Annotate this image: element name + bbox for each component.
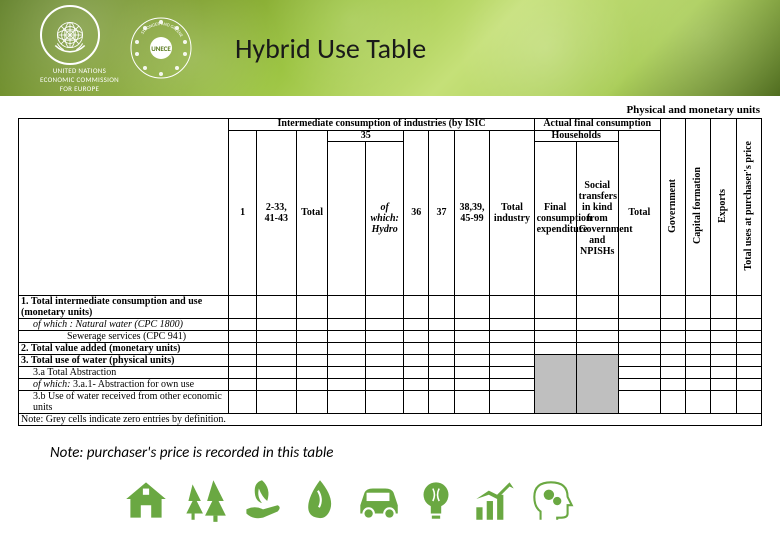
hdr-36: 36 xyxy=(404,130,429,296)
row-1: 1. Total intermediate consumption and us… xyxy=(19,296,762,319)
hdr-total2: Total xyxy=(618,130,660,296)
row-3b: 3.b Use of water received from other eco… xyxy=(19,391,762,414)
hdr-total-uses: Total uses at purchaser's price xyxy=(736,119,761,296)
table-container: Physical and monetary units Intermediate… xyxy=(0,96,780,426)
hdr-35: 35 xyxy=(328,130,404,142)
r3b-label: 3.b Use of water received from other eco… xyxy=(19,391,229,414)
row-2: 2. Total value added (monetary units) xyxy=(19,343,762,355)
r1b-label: Sewerage services (CPC 941) xyxy=(19,331,229,343)
un-emblem-icon xyxy=(40,5,100,65)
r2-label: 2. Total value added (monetary units) xyxy=(19,343,229,355)
header-banner: UNITED NATIONS ECONOMIC COMMISSION FOR E… xyxy=(0,0,780,96)
un-label-1: UNITED NATIONS xyxy=(40,67,119,74)
hdr-35-blank xyxy=(328,142,366,296)
header-logos: UNITED NATIONS ECONOMIC COMMISSION FOR E… xyxy=(0,5,193,92)
grey-final-cons xyxy=(534,355,576,414)
footer-note: Note: purchaser's price is recorded in t… xyxy=(50,444,780,462)
table-note: Note: Grey cells indicate zero entries b… xyxy=(19,414,762,426)
r1a-label: of which : Natural water (CPC 1800) xyxy=(19,319,229,331)
row-3a: 3.a Total Abstraction xyxy=(19,367,762,379)
page-title: Hybrid Use Table xyxy=(235,31,426,66)
svg-text:STRONGER AND GREENER ECONOMY: STRONGER AND GREENER ECONOMY xyxy=(129,16,184,39)
grey-social xyxy=(576,355,618,414)
stub-header xyxy=(19,119,229,296)
hybrid-use-table: Intermediate consumption of industries (… xyxy=(18,118,762,426)
row-1a: of which : Natural water (CPC 1800) xyxy=(19,319,762,331)
row-1b: Sewerage services (CPC 941) xyxy=(19,331,762,343)
hdr-37: 37 xyxy=(429,130,454,296)
hdr-hydro: of which: Hydro xyxy=(366,142,404,296)
r1-label: 1. Total intermediate consumption and us… xyxy=(19,296,229,319)
hdr-col-1: 1 xyxy=(229,130,256,296)
hdr-capital-formation: Capital formation xyxy=(686,119,711,296)
hdr-intermediate: Intermediate consumption of industries (… xyxy=(229,119,534,131)
un-logo-block: UNITED NATIONS ECONOMIC COMMISSION FOR E… xyxy=(40,5,119,92)
units-label: Physical and monetary units xyxy=(18,104,762,118)
trees-icon xyxy=(178,474,230,526)
row-3: 3. Total use of water (physical units) xyxy=(19,355,762,367)
drop-leaf-icon xyxy=(294,474,346,526)
bulb-icon xyxy=(410,474,462,526)
hdr-final-cons: Final consumption expenditure xyxy=(534,142,576,296)
unece-logo-icon: UNECE STRONGER AND GREENER ECONOMY xyxy=(129,16,193,80)
hdr-households: Households xyxy=(534,130,618,142)
r3-label: 3. Total use of water (physical units) xyxy=(19,355,229,367)
hand-leaf-icon xyxy=(236,474,288,526)
hdr-383945: 38,39, 45-99 xyxy=(454,130,490,296)
row-3a1: of which: 3.a.1- Abstraction for own use xyxy=(19,379,762,391)
svg-text:UNECE: UNECE xyxy=(151,44,171,53)
r3a-label: 3.a Total Abstraction xyxy=(19,367,229,379)
car-icon xyxy=(352,474,404,526)
hdr-exports: Exports xyxy=(711,119,736,296)
hdr-total1: Total xyxy=(296,130,328,296)
row-note: Note: Grey cells indicate zero entries b… xyxy=(19,414,762,426)
r3a1-label: of which: 3.a.1- Abstraction for own use xyxy=(19,379,229,391)
hdr-col-233: 2-33, 41-43 xyxy=(256,130,296,296)
hdr-total-industry: Total industry xyxy=(490,130,534,296)
house-icon xyxy=(120,474,172,526)
hdr-government: Government xyxy=(660,119,685,296)
hdr-actual-final: Actual final consumption xyxy=(534,119,660,131)
footer-icon-strip xyxy=(120,474,578,526)
chart-arrow-icon xyxy=(468,474,520,526)
un-label-3: FOR EUROPE xyxy=(40,85,119,92)
un-label-2: ECONOMIC COMMISSION xyxy=(40,76,119,83)
head-gears-icon xyxy=(526,474,578,526)
